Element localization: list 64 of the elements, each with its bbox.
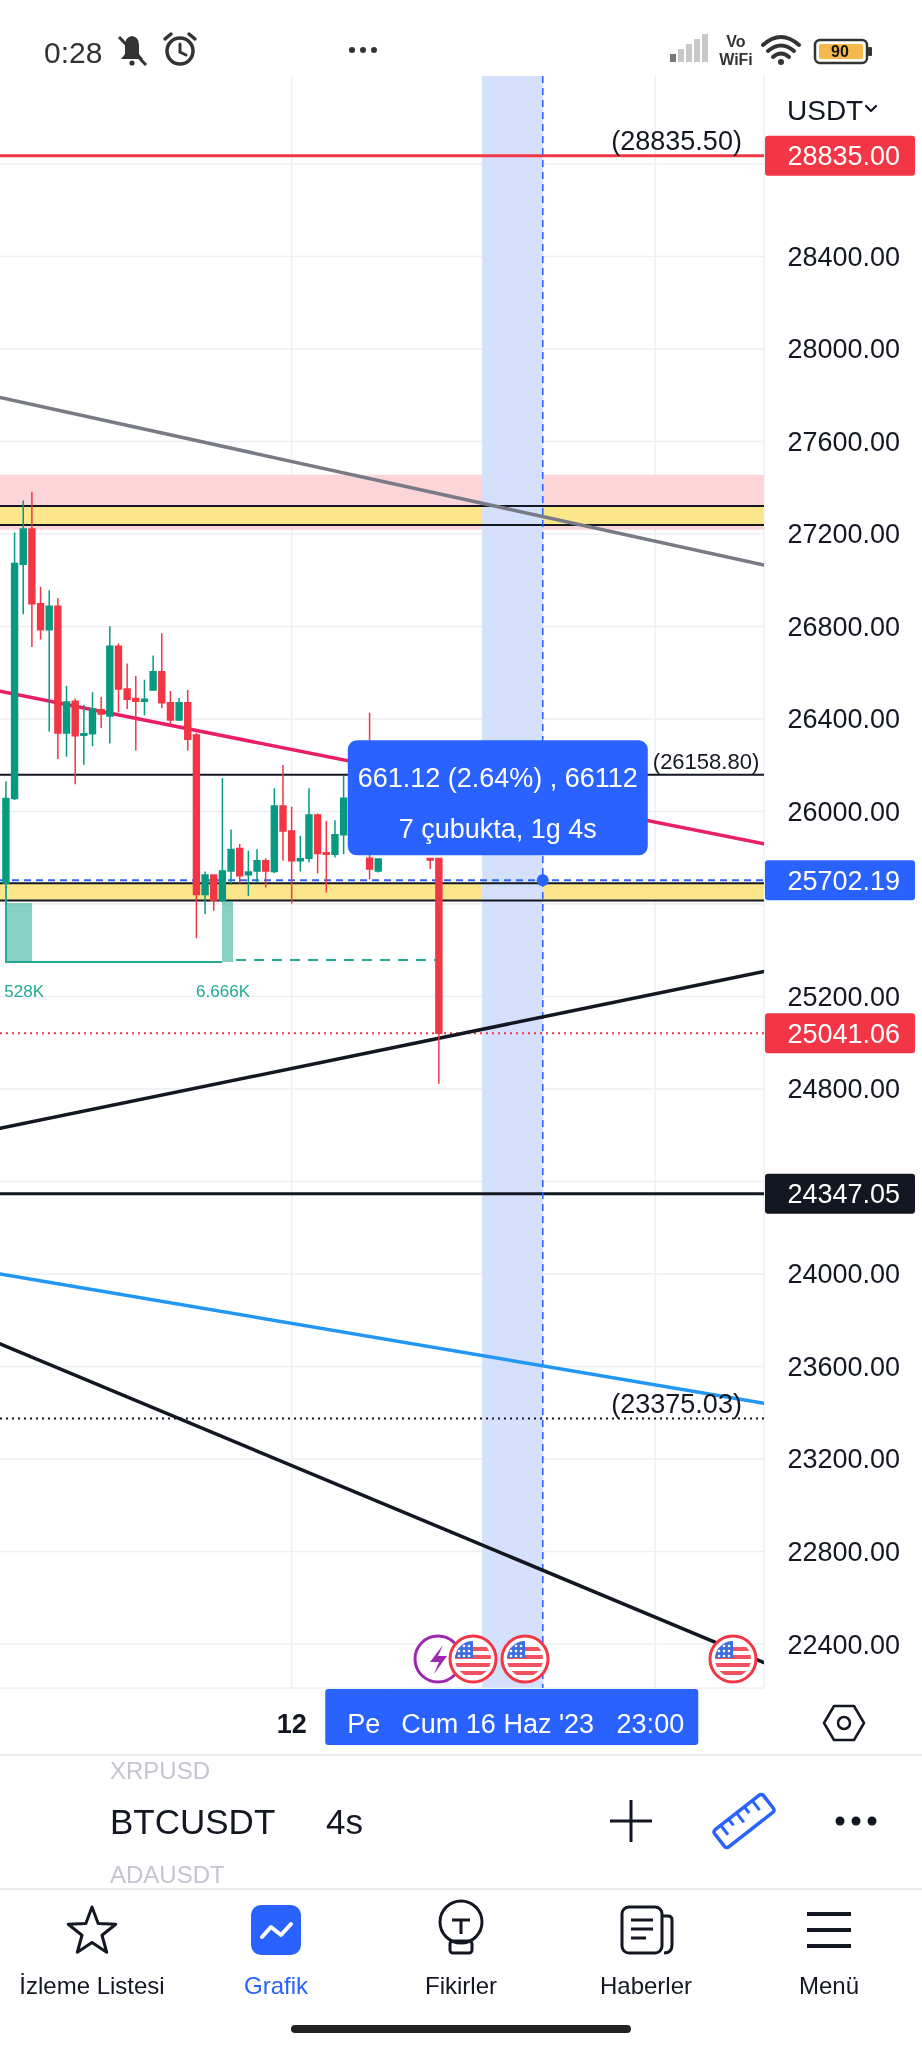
- candlestick: [184, 689, 192, 752]
- ref-line-label: 24347.05: [787, 1179, 900, 1210]
- annotation: 6.666K: [196, 982, 251, 1001]
- candlestick: [106, 625, 114, 745]
- ref-line-label: 25041.06: [787, 1018, 900, 1049]
- text: İzleme Listesi: [19, 1972, 165, 1999]
- annotation: 661.12 (2.64%) , 66112: [357, 763, 638, 794]
- text: 90: [831, 43, 849, 60]
- annotation: (28835.50): [611, 125, 742, 156]
- x-tick-label: 12: [276, 1709, 307, 1739]
- text: Pe: [347, 1709, 381, 1739]
- ref-line-label: 28835.00: [787, 141, 900, 172]
- text: 0:28: [44, 36, 103, 69]
- y-tick-label: 26400.00: [787, 704, 900, 735]
- ref-line-label: 25702.19: [787, 865, 900, 896]
- candlestick: [140, 678, 149, 716]
- y-tick-label: 23600.00: [787, 1351, 900, 1382]
- y-axis-title: USDT: [787, 95, 864, 126]
- annotation: 7 çubukta, 1g 4s: [398, 814, 597, 845]
- y-tick-label: 26000.00: [787, 796, 900, 827]
- text: Menü: [798, 1972, 860, 1999]
- text: XRPUSD: [110, 1757, 211, 1784]
- candlestick: [19, 499, 27, 615]
- candlestick: [201, 870, 209, 915]
- candlestick: [270, 787, 279, 874]
- y-tick-label: 24000.00: [787, 1259, 900, 1290]
- candlestick: [374, 857, 382, 874]
- text: Fikirler: [425, 1972, 497, 1999]
- candlestick: [45, 589, 53, 733]
- text: 4s: [326, 1802, 363, 1841]
- x-tick-label: Cum 16 Haz '23 23:00: [401, 1709, 685, 1739]
- candlestick: [261, 857, 270, 889]
- candlestick: [236, 843, 244, 885]
- y-tick-label: 28400.00: [787, 241, 900, 272]
- y-tick-label: 22400.00: [787, 1629, 900, 1660]
- annotation: (26158.80): [652, 748, 760, 774]
- y-tick-label: 27600.00: [787, 426, 900, 457]
- y-tick-label: 27200.00: [787, 519, 900, 550]
- candlestick: [322, 820, 330, 894]
- candlestick: [210, 874, 218, 912]
- text: Haberler: [599, 1972, 693, 1999]
- candlestick: [62, 684, 71, 758]
- text: WiFi: [719, 51, 753, 68]
- text: BTCUSDT: [110, 1802, 276, 1841]
- candlestick: [313, 812, 322, 875]
- annotation: 528K: [4, 982, 45, 1001]
- y-tick-label: 26800.00: [787, 611, 900, 642]
- y-tick-label: 24800.00: [787, 1074, 900, 1105]
- candlestick: [54, 597, 62, 760]
- y-tick-label: 22800.00: [787, 1537, 900, 1567]
- y-tick-label: 23200.00: [787, 1444, 900, 1475]
- text: ADAUSDT: [110, 1861, 226, 1888]
- annotation: (23375.03): [611, 1388, 742, 1419]
- candlestick: [175, 697, 183, 722]
- candlestick: [149, 654, 157, 691]
- candlestick: [192, 732, 201, 939]
- candlestick: [166, 690, 175, 726]
- text: Grafik: [243, 1972, 309, 1999]
- text: Vo: [726, 33, 746, 50]
- candlestick: [71, 697, 79, 785]
- candlestick: [97, 696, 105, 729]
- y-tick-label: 25200.00: [787, 981, 900, 1012]
- y-tick-label: 28000.00: [787, 334, 900, 365]
- candlestick: [158, 632, 166, 710]
